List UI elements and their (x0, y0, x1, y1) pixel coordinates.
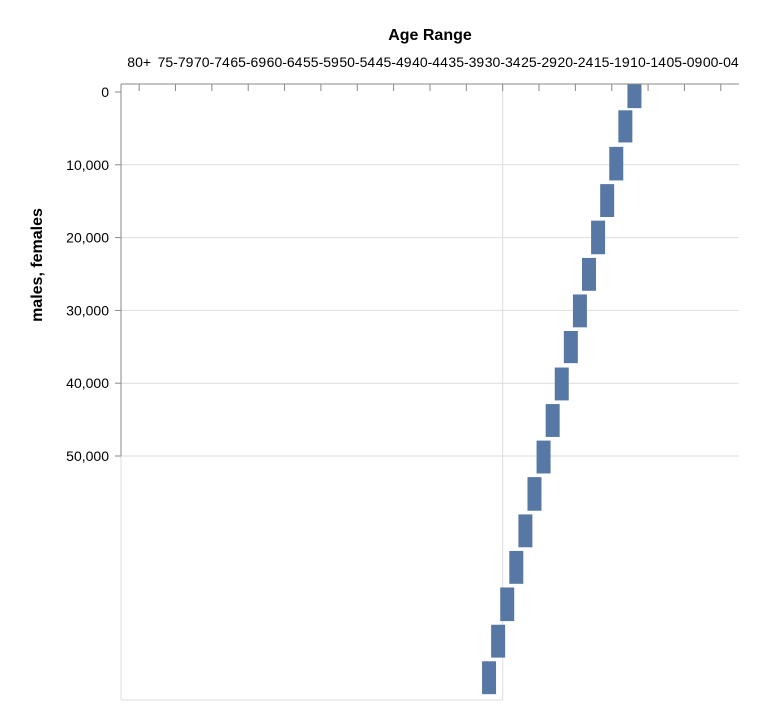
bar (600, 184, 615, 217)
x-tick-label: 60-64 (267, 54, 303, 70)
bar (609, 146, 624, 181)
bar (627, 84, 642, 109)
y-axis-title: males, females (29, 208, 46, 322)
bar (536, 440, 551, 474)
x-tick-label: 05-09 (667, 54, 703, 70)
x-tick-label: 80+ (127, 54, 151, 70)
bar (482, 661, 497, 695)
y-tick-label: 10,000 (66, 157, 109, 173)
x-tick-label: 75-79 (158, 54, 194, 70)
x-tick-label: 20-24 (557, 54, 593, 70)
x-tick-label: 70-74 (194, 54, 230, 70)
x-tick-label: 25-29 (521, 54, 557, 70)
bar (500, 587, 515, 622)
x-tick-label: 00-04 (703, 54, 739, 70)
x-tick-label: 45-49 (376, 54, 412, 70)
y-tick-label: 50,000 (66, 448, 109, 464)
gridlines (121, 84, 739, 701)
bar (582, 257, 597, 291)
x-tick-label: 35-39 (448, 54, 484, 70)
bar (527, 477, 542, 511)
y-tick-label: 40,000 (66, 375, 109, 391)
x-tick-label: 50-54 (339, 54, 375, 70)
x-tick-label: 15-19 (594, 54, 630, 70)
y-tick-label: 30,000 (66, 302, 109, 318)
y-tick-label: 0 (101, 84, 109, 100)
y-tick-label: 20,000 (66, 230, 109, 246)
bars (482, 84, 642, 695)
x-tick-label: 65-69 (230, 54, 266, 70)
bar (591, 220, 606, 255)
x-tick-label: 10-14 (630, 54, 666, 70)
bar (518, 514, 533, 548)
bar (563, 330, 578, 364)
bar (554, 367, 569, 401)
x-axis-title: Age Range (388, 27, 472, 44)
bar (572, 294, 587, 328)
y-axis: 0 10,000 20,000 30,000 40,000 50,000 (66, 84, 122, 700)
bar (491, 624, 506, 658)
bar (618, 110, 633, 143)
x-tick-label: 30-34 (485, 54, 521, 70)
bar (545, 404, 560, 437)
x-tick-label: 40-44 (412, 54, 448, 70)
x-axis: 80+ 75-79 70-74 65-69 60-64 55-59 50-54 45-49 40… (121, 54, 739, 91)
x-tick-label: 55-59 (303, 54, 339, 70)
bar (509, 550, 524, 584)
